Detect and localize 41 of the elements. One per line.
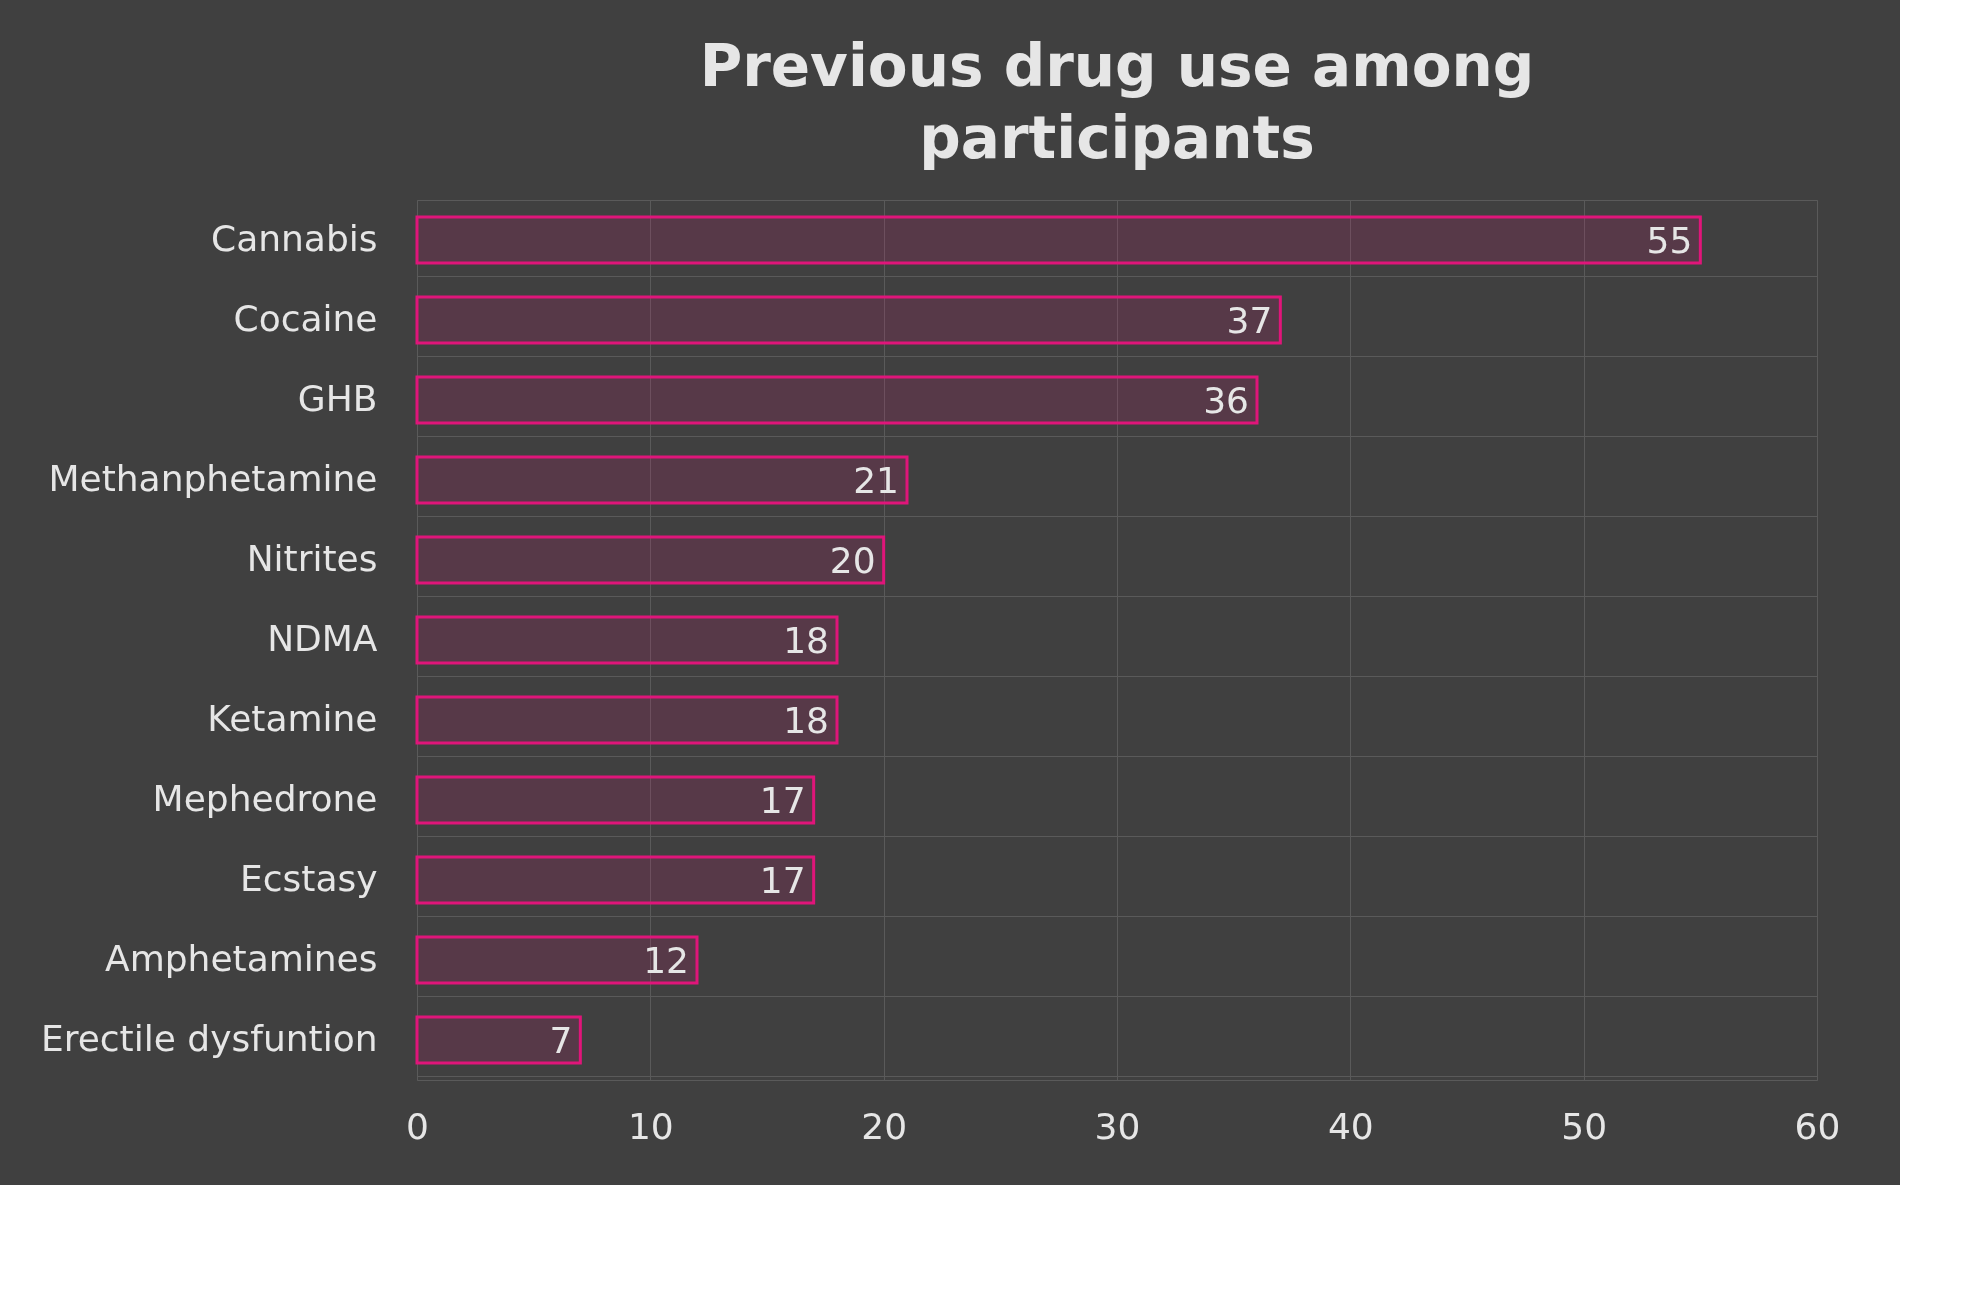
data-label: 17 bbox=[759, 780, 806, 821]
data-label: 12 bbox=[643, 940, 689, 981]
x-tick-label: 40 bbox=[1327, 1105, 1374, 1147]
y-tick-label: Cannabis bbox=[211, 218, 378, 259]
y-tick-label: Amphetamines bbox=[105, 938, 378, 979]
y-tick-label: Ketamine bbox=[207, 698, 378, 739]
x-tick-label: 60 bbox=[1794, 1105, 1841, 1147]
bar bbox=[415, 615, 839, 665]
bar bbox=[415, 215, 1702, 265]
bar bbox=[415, 775, 816, 825]
bar bbox=[415, 295, 1282, 345]
data-label: 21 bbox=[853, 460, 899, 501]
x-tick-label: 50 bbox=[1561, 1105, 1608, 1147]
x-tick-label: 30 bbox=[1094, 1105, 1141, 1147]
data-label: 55 bbox=[1646, 220, 1693, 261]
x-tick-label: 0 bbox=[406, 1105, 429, 1147]
bar bbox=[415, 455, 909, 505]
data-label: 37 bbox=[1226, 300, 1273, 341]
bar bbox=[415, 535, 886, 585]
bar bbox=[415, 1015, 582, 1065]
y-tick-label: Ecstasy bbox=[239, 858, 378, 899]
x-tick-label: 10 bbox=[627, 1105, 674, 1147]
y-tick-label: Nitrites bbox=[246, 538, 378, 579]
data-label: 17 bbox=[759, 860, 806, 901]
x-tick-label: 20 bbox=[861, 1105, 908, 1147]
y-tick-label: Methanphetamine bbox=[48, 458, 378, 499]
y-tick-label: Cocaine bbox=[233, 298, 378, 339]
data-label: 20 bbox=[829, 540, 876, 581]
data-label: 18 bbox=[783, 700, 829, 741]
data-label: 7 bbox=[549, 1020, 573, 1061]
bar bbox=[415, 695, 839, 745]
data-label: 18 bbox=[783, 620, 829, 661]
bar bbox=[415, 855, 816, 905]
data-label: 36 bbox=[1203, 380, 1249, 421]
chart-title: Previous drug use among participants bbox=[699, 32, 1535, 172]
bar bbox=[415, 375, 1259, 425]
y-tick-label: NDMA bbox=[267, 618, 378, 659]
y-tick-label: Mephedrone bbox=[152, 778, 378, 819]
y-tick-label: GHB bbox=[297, 378, 378, 419]
bar bbox=[415, 935, 699, 985]
y-tick-label: Erectile dysfuntion bbox=[40, 1018, 378, 1059]
